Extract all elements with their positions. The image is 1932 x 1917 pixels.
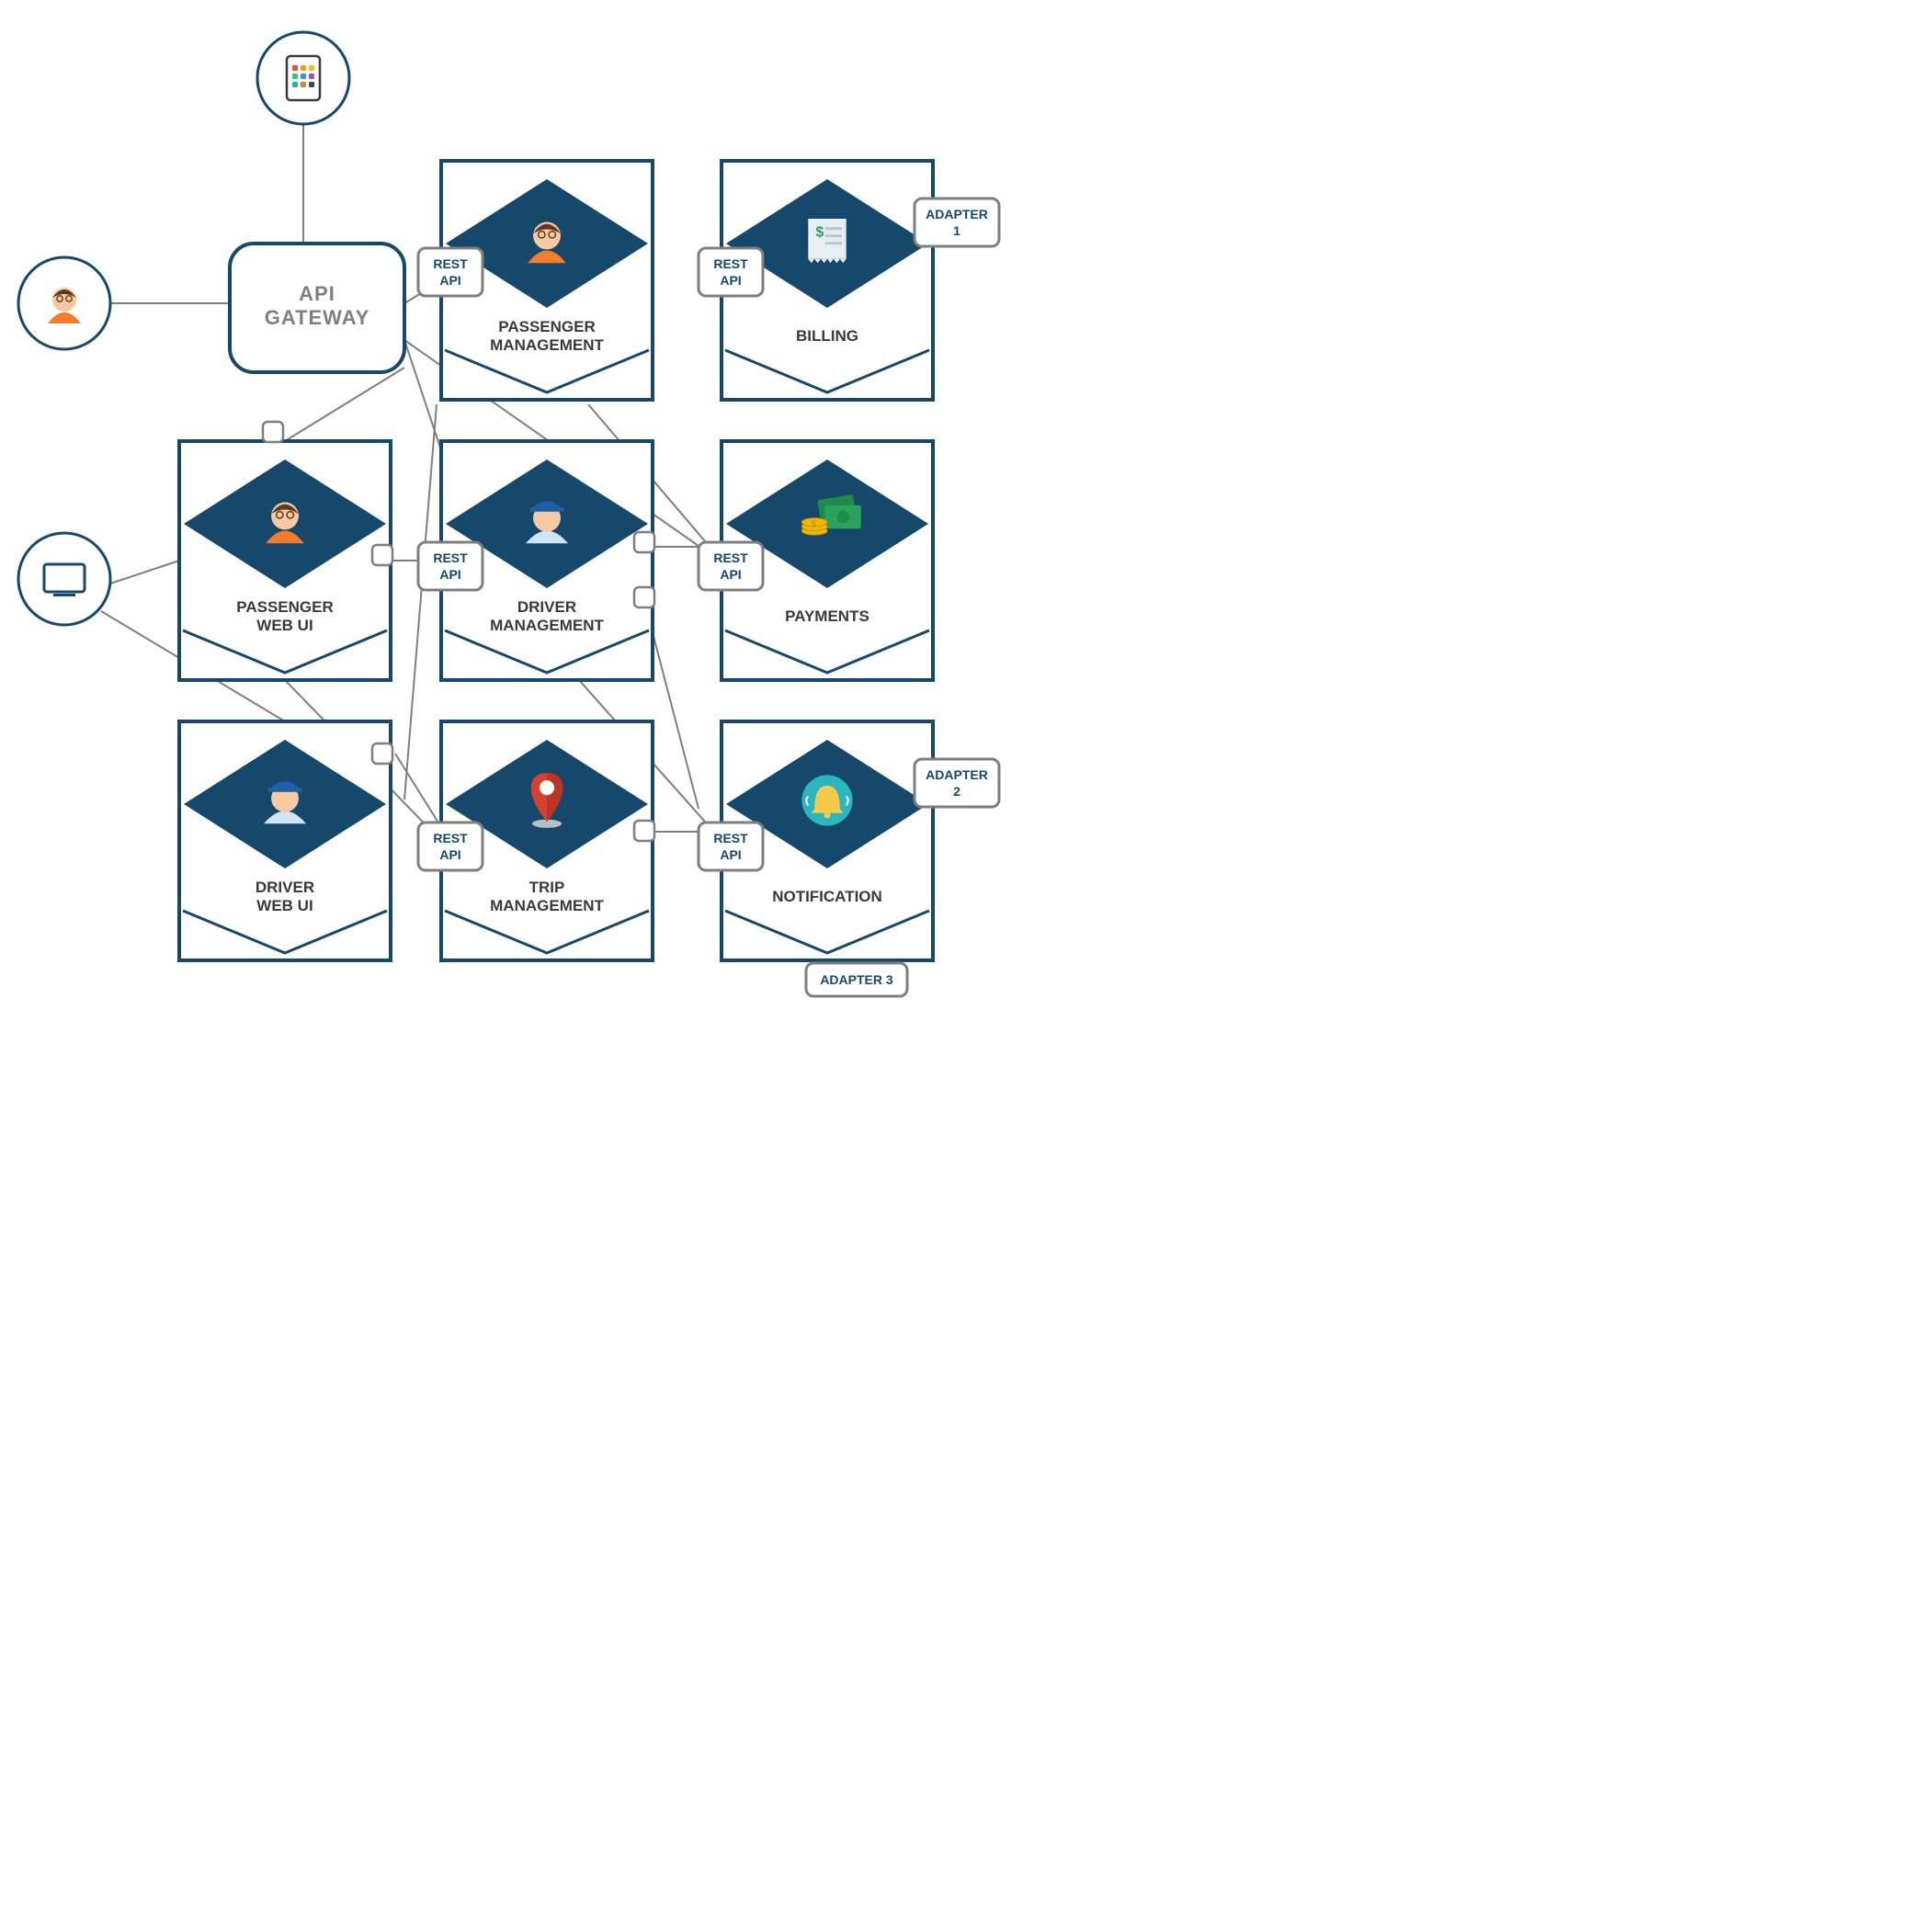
service-label: DRIVER [517,598,576,616]
service-driver_web: DRIVERWEB UI [179,721,391,960]
service-label: WEB UI [256,617,313,634]
badge-label: API [720,567,741,582]
service-label: MANAGEMENT [490,336,604,354]
port [372,545,392,565]
badge-label: ADAPTER [926,207,988,221]
svg-text:$: $ [815,224,824,241]
badge-label: ADAPTER 3 [820,972,893,987]
badge-rest_api_tm: REST API [418,822,483,870]
service-label: BILLING [796,327,858,345]
badge-label: REST [713,831,748,845]
badge-label: REST [433,831,468,845]
service-label: PAYMENTS [785,607,869,625]
badge-label: ADAPTER [926,767,988,782]
badge-label: API [720,847,741,862]
gateway-label: GATEWAY [265,306,370,329]
badge-adapter3: ADAPTER 3 [806,963,907,996]
badge-label: 1 [953,223,960,238]
api-gateway: APIGATEWAY [230,244,404,372]
badge-rest_api_dm: REST API [418,542,483,590]
gateway-label: API [299,282,335,305]
service-label: MANAGEMENT [490,617,604,634]
svg-text:$: $ [812,519,817,529]
bell-icon [801,775,852,825]
port [634,821,654,841]
port [634,532,654,552]
monitor-icon [18,533,110,625]
badge-label: REST [433,256,468,271]
badge-rest_api_pm: REST API [418,248,483,296]
badge-label: API [439,273,460,288]
port [634,587,654,607]
badge-label: REST [713,550,748,565]
service-label: WEB UI [256,897,313,914]
port [263,422,283,442]
badge-label: API [720,273,741,288]
service-label: PASSENGER [498,318,596,335]
port [372,743,392,764]
architecture-diagram: APIGATEWAYPASSENGERMANAGEMENT$BILLINGPAS… [0,0,1932,1002]
service-label: TRIP [529,879,565,896]
receipt-icon: $ [808,219,846,263]
badge-adapter2: ADAPTER 2 [915,759,999,807]
badge-label: API [439,847,460,862]
service-label: DRIVER [256,879,314,896]
service-label: PASSENGER [236,598,334,616]
badge-label: 2 [953,784,960,799]
passenger-icon [18,257,110,349]
mobile-apps-icon [257,32,349,124]
badge-rest_api_bl: REST API [699,248,763,296]
badge-label: API [439,567,460,582]
badge-rest_api_nt: REST API [699,822,763,870]
badge-adapter1: ADAPTER 1 [915,199,999,246]
badge-label: REST [713,256,748,271]
service-passenger_web: PASSENGERWEB UI [179,441,391,680]
badge-rest_api_pay: REST API [699,542,763,590]
badge-label: REST [433,550,468,565]
service-label: MANAGEMENT [490,897,604,914]
service-label: NOTIFICATION [772,888,882,905]
